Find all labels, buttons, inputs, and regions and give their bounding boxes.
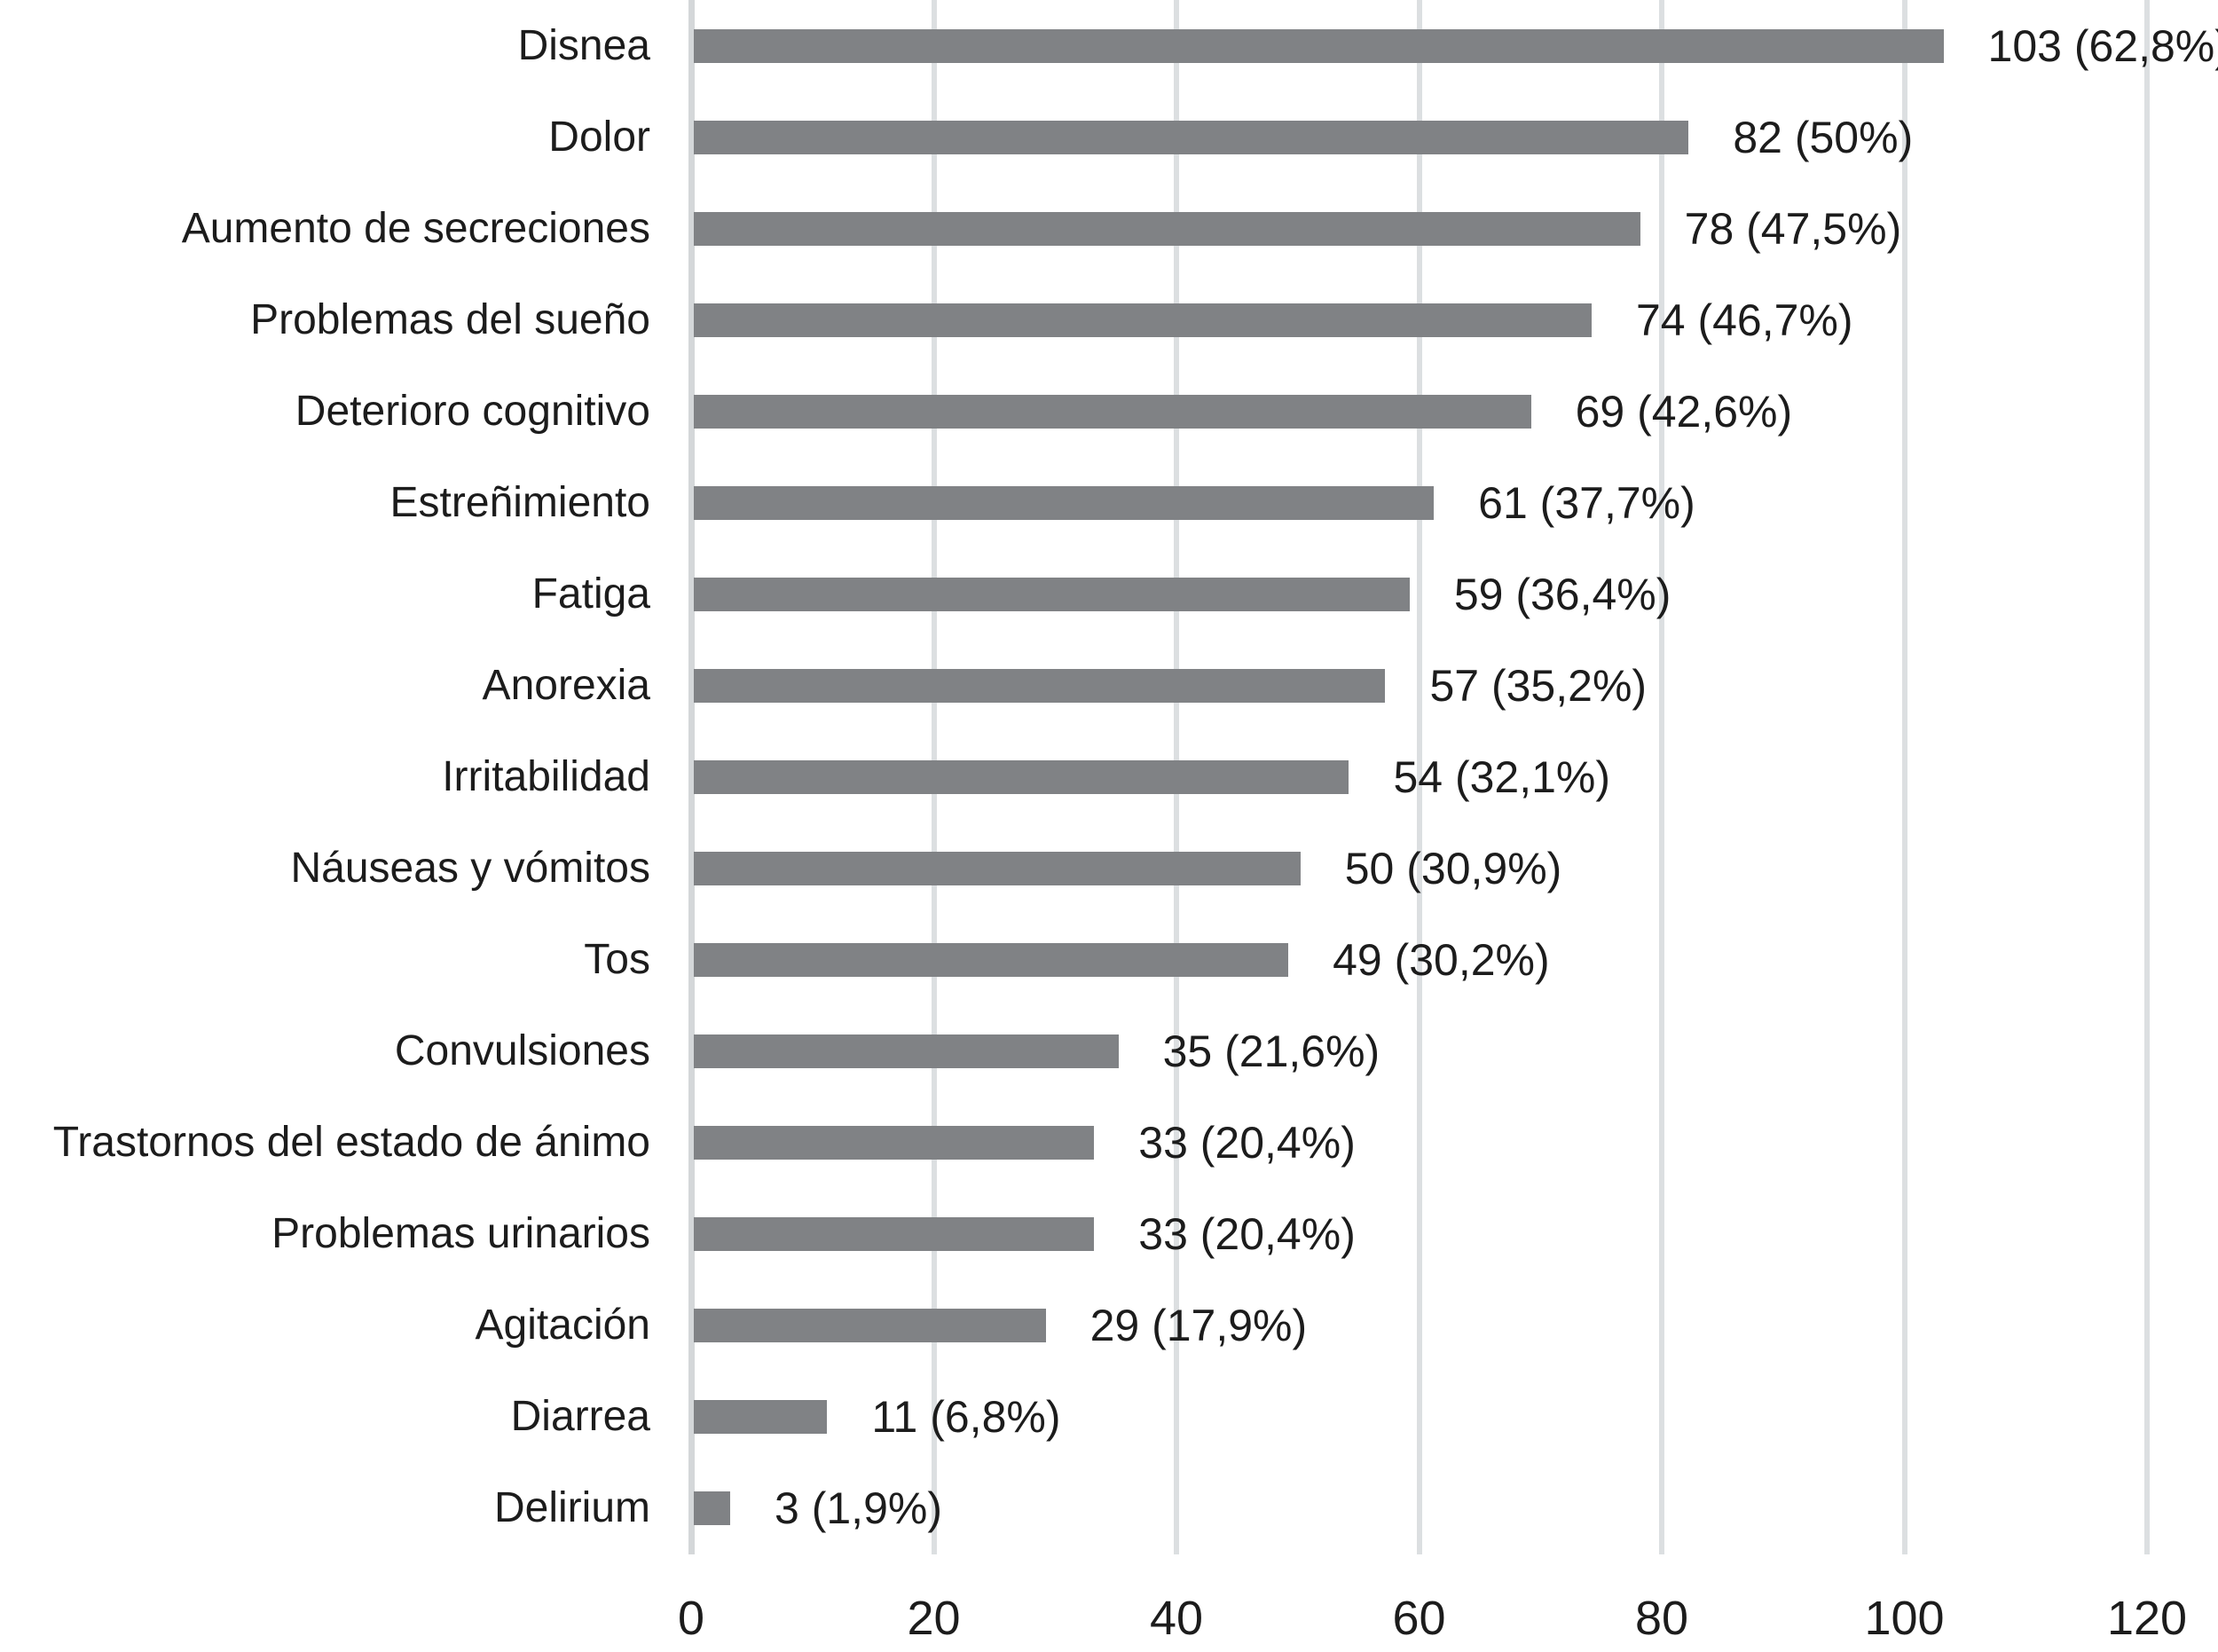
value-label: 29 (17,9%): [1089, 1301, 1308, 1351]
value-label: 61 (37,7%): [1478, 477, 1695, 528]
category-label: Delirium: [493, 1484, 650, 1532]
x-tick-label: 100: [1864, 1592, 1945, 1645]
category-label: Diarrea: [510, 1393, 650, 1441]
bar: [694, 120, 1689, 154]
x-tick-label: 40: [1149, 1592, 1204, 1645]
x-tick-label: 20: [907, 1592, 961, 1645]
y-axis-line: [688, 0, 695, 1554]
category-label: Deterioro cognitivo: [295, 387, 650, 435]
value-label: 49 (30,2%): [1333, 935, 1550, 986]
value-label: 3 (1,9%): [775, 1483, 942, 1534]
value-label: 78 (47,5%): [1684, 203, 1902, 254]
value-label: 50 (30,9%): [1344, 844, 1562, 894]
category-label: Trastornos del estado de ánimo: [52, 1119, 650, 1167]
bar: [694, 668, 1386, 703]
bar: [694, 1309, 1046, 1343]
gridline: [1659, 0, 1664, 1554]
category-label: Agitación: [475, 1302, 650, 1349]
category-label: Tos: [584, 936, 650, 984]
x-tick-label: 120: [2106, 1592, 2188, 1645]
bar: [694, 1400, 828, 1435]
value-label: 33 (20,4%): [1138, 1118, 1356, 1168]
gridline: [2144, 0, 2150, 1554]
category-label: Náuseas y vómitos: [290, 845, 651, 893]
gridline: [1416, 0, 1422, 1554]
bar: [694, 1034, 1119, 1069]
value-label: 59 (36,4%): [1453, 569, 1671, 619]
bar: [694, 303, 1592, 337]
bar: [694, 28, 1944, 63]
category-label: Irritabilidad: [442, 752, 650, 800]
value-label: 35 (21,6%): [1162, 1027, 1380, 1077]
value-label: 54 (32,1%): [1393, 751, 1611, 802]
category-label: Convulsiones: [394, 1027, 650, 1075]
x-tick-label: 80: [1634, 1592, 1689, 1645]
value-label: 74 (46,7%): [1635, 295, 1853, 345]
bar: [694, 485, 1435, 520]
x-tick-label: 60: [1392, 1592, 1446, 1645]
value-label: 33 (20,4%): [1138, 1209, 1356, 1260]
gridline: [1901, 0, 1907, 1554]
category-label: Aumento de secreciones: [181, 204, 650, 252]
bar: [694, 211, 1640, 246]
value-label: 82 (50%): [1733, 112, 1914, 162]
bar: [694, 394, 1531, 429]
bar: [694, 759, 1349, 794]
value-label: 103 (62,8%): [1987, 20, 2218, 71]
category-label: Problemas urinarios: [271, 1210, 650, 1258]
category-label: Problemas del sueño: [250, 295, 650, 343]
bar: [694, 943, 1289, 978]
value-label: 69 (42,6%): [1575, 386, 1793, 437]
bar: [694, 577, 1410, 611]
bar: [694, 1126, 1095, 1160]
bar: [694, 852, 1301, 886]
bar: [694, 1217, 1095, 1252]
category-label: Fatiga: [531, 570, 650, 618]
category-label: Dolor: [548, 113, 650, 161]
value-label: 57 (35,2%): [1429, 660, 1648, 711]
bar: [694, 1491, 731, 1526]
category-label: Estreñimiento: [389, 478, 650, 526]
category-label: Disnea: [517, 21, 650, 69]
value-label: 11 (6,8%): [871, 1392, 1061, 1443]
category-label: Anorexia: [482, 661, 650, 709]
x-tick-label: 0: [677, 1592, 705, 1645]
